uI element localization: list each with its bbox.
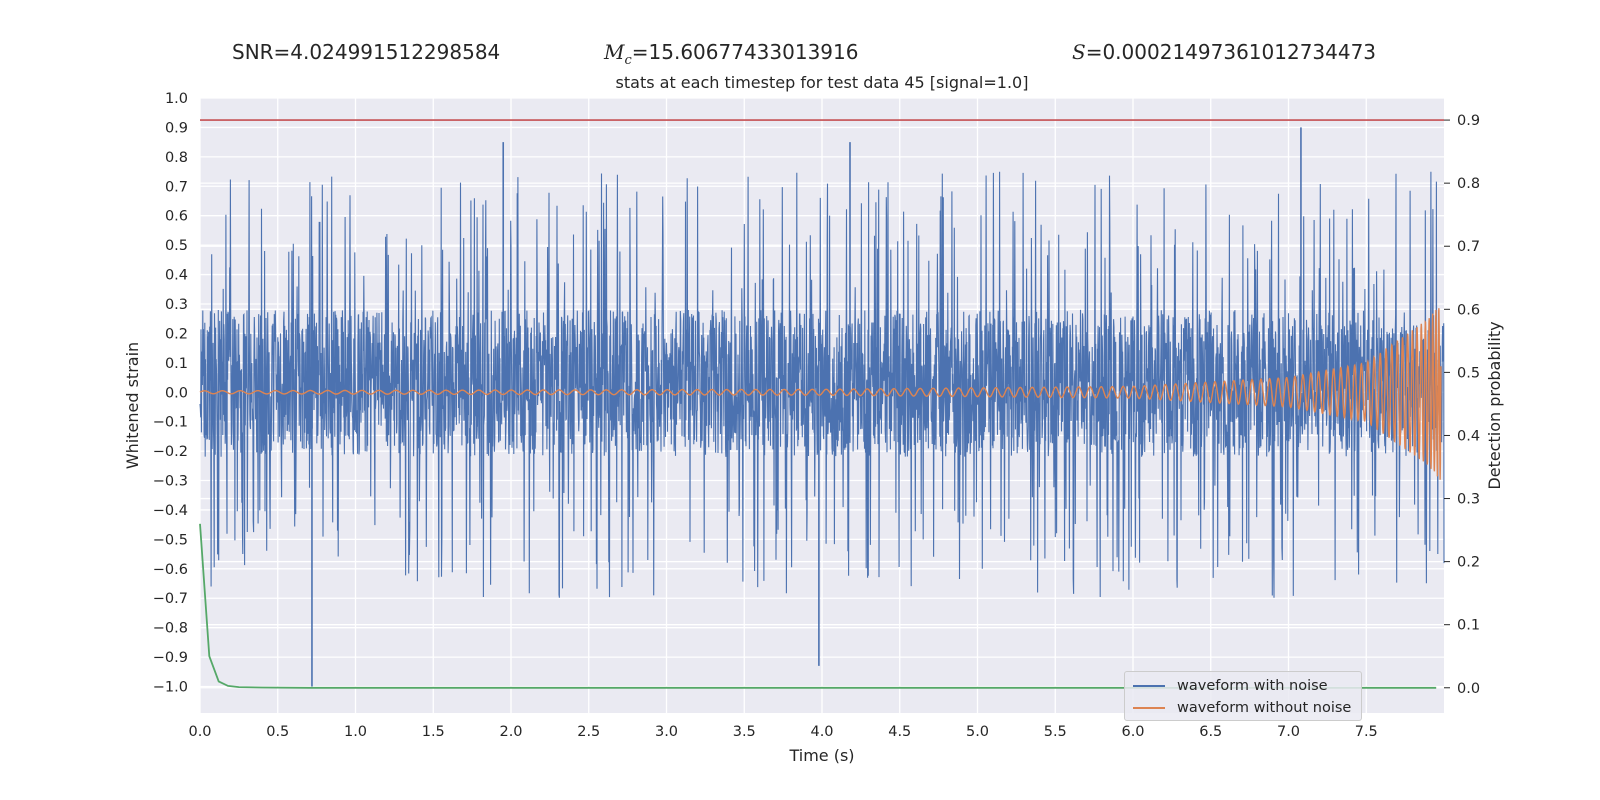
y-tick-label-left: 0.8	[165, 150, 188, 166]
x-tick-label: 1.5	[422, 724, 445, 740]
x-axis-label: Time (s)	[788, 746, 854, 765]
y-tick-label-left: 0.1	[165, 356, 188, 372]
x-tick-label: 3.5	[733, 724, 756, 740]
x-tick-label: 6.0	[1121, 724, 1144, 740]
y-tick-label-right: 0.4	[1457, 428, 1480, 444]
x-tick-label: 2.5	[577, 724, 600, 740]
y-tick-label-right: 0.3	[1457, 492, 1480, 508]
x-tick-label: 6.5	[1199, 724, 1222, 740]
s-symbol: S	[1072, 40, 1086, 64]
s-value: =0.00021497361012734473	[1085, 40, 1377, 64]
y-tick-label-left: 0.3	[165, 297, 188, 313]
series-detection-probability	[199, 523, 1437, 689]
chirp-mass-symbol: M	[604, 40, 625, 64]
y-tick-label-left: −0.7	[153, 591, 188, 607]
x-tick-label: 1.0	[344, 724, 367, 740]
x-tick-label: 4.0	[810, 724, 833, 740]
snr-text: SNR=4.024991512298584	[232, 40, 501, 64]
legend-swatch-clean	[1133, 707, 1165, 709]
y-tick-label-left: −0.1	[153, 415, 188, 431]
ticks: 0.0 0.5 1.0 1.5 2.0 2.5 3.0 3.5 4.0 4.5 5.0 5.5 6.0 6…	[153, 91, 1480, 740]
y-tick-label-left: 0.7	[165, 179, 188, 195]
y-tick-label-right: 0.2	[1457, 555, 1480, 571]
y-tick-label-right: 0.6	[1457, 302, 1480, 318]
y-tick-label-left: −1.0	[153, 680, 188, 696]
snr-label: SNR=4.024991512298584	[232, 40, 500, 64]
y-tick-label-left: 0.4	[165, 268, 188, 284]
series-waveform-with-noise	[199, 171, 1445, 598]
x-tick-label: 7.0	[1277, 724, 1300, 740]
y-tick-label-left: −0.6	[153, 562, 188, 578]
s-statistic-label: S=0.00021497361012734473	[1072, 40, 1376, 64]
chirp-mass-label: Mc=15.60677433013916	[604, 40, 858, 68]
x-tick-label: 3.0	[655, 724, 678, 740]
y-tick-label-left: 1.0	[165, 91, 188, 107]
y-tick-label-left: 0.6	[165, 209, 188, 225]
y-tick-label-left: −0.2	[153, 444, 188, 460]
y-tick-label-left: −0.8	[153, 621, 188, 637]
x-tick-label: 2.0	[499, 724, 522, 740]
legend: waveform with noise waveform without noi…	[1124, 671, 1362, 721]
x-tick-label: 5.0	[966, 724, 989, 740]
y-tick-label-right: 0.1	[1457, 618, 1480, 634]
legend-label-noisy: waveform with noise	[1177, 678, 1328, 694]
y-tick-label-left: −0.3	[153, 474, 188, 490]
series-waveform-without-noise	[199, 308, 1442, 480]
x-tick-label: 4.5	[888, 724, 911, 740]
y-axis-label-right: Detection probability	[1485, 321, 1504, 489]
y-tick-label-right: 0.7	[1457, 239, 1480, 255]
y-tick-label-left: 0.5	[165, 238, 188, 254]
y-tick-label-right: 0.0	[1457, 681, 1480, 697]
y-tick-label-left: 0.9	[165, 120, 188, 136]
chirp-mass-subscript: c	[624, 53, 632, 68]
y-tick-label-right: 0.8	[1457, 176, 1480, 192]
y-tick-label-left: 0.2	[165, 326, 188, 342]
x-tick-label: 0.0	[188, 724, 211, 740]
x-tick-label: 7.5	[1355, 724, 1378, 740]
x-tick-label: 0.5	[266, 724, 289, 740]
x-tick-label: 5.5	[1044, 724, 1067, 740]
y-tick-label-left: −0.4	[153, 503, 188, 519]
chart-title: stats at each timestep for test data 45 …	[616, 73, 1029, 92]
y-tick-label-left: 0.0	[165, 385, 188, 401]
chirp-mass-value: =15.60677433013916	[631, 40, 859, 64]
y-tick-label-left: −0.5	[153, 532, 188, 548]
y-axis-label-left: Whitened strain	[123, 342, 142, 469]
legend-label-clean: waveform without noise	[1177, 700, 1352, 716]
y-tick-label-right: 0.9	[1457, 113, 1480, 129]
legend-item-noisy: waveform with noise	[1133, 676, 1328, 696]
y-tick-label-left: −0.9	[153, 650, 188, 666]
legend-swatch-noisy	[1133, 685, 1165, 687]
y-tick-label-right: 0.5	[1457, 365, 1480, 381]
legend-item-clean: waveform without noise	[1133, 698, 1351, 718]
data-layer	[199, 119, 1445, 689]
